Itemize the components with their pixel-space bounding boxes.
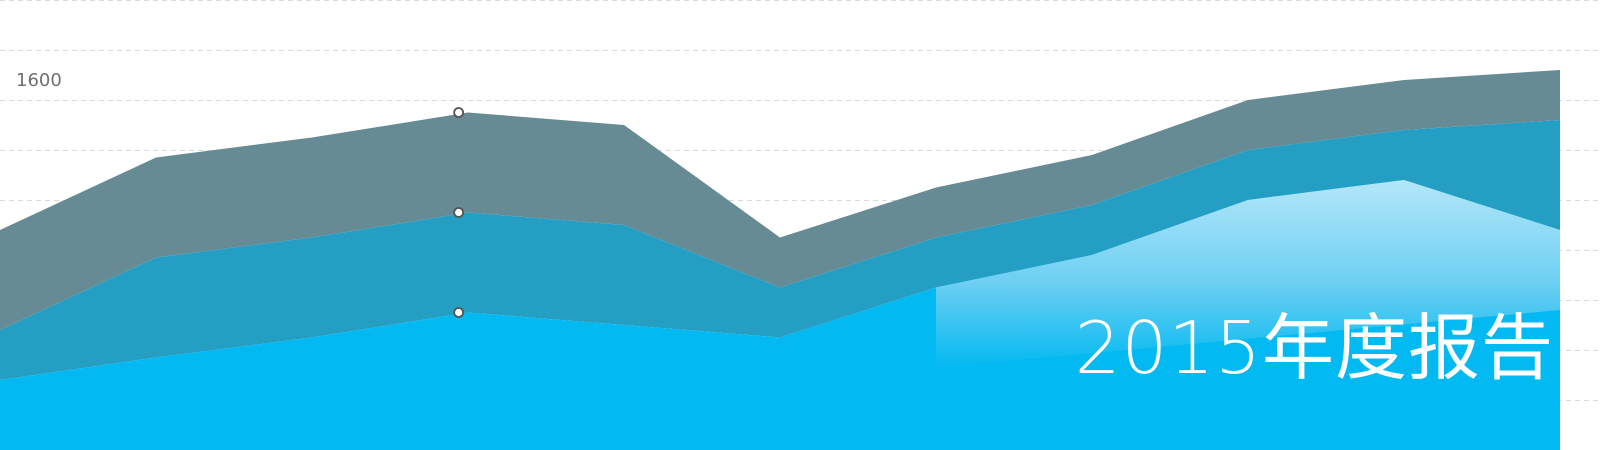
marker-group: [453, 107, 465, 318]
axis-labels: 1600: [16, 70, 62, 91]
area-series-3: [0, 70, 1560, 330]
data-point-marker[interactable]: [453, 107, 465, 118]
y-tick-label: 1600: [16, 70, 62, 91]
report-title: 2015年度报告: [1074, 306, 1554, 390]
data-point-marker[interactable]: [453, 307, 465, 318]
area-highlight: [936, 180, 1560, 368]
data-point-marker[interactable]: [453, 207, 465, 218]
area-series-group: [0, 70, 1560, 450]
area-series-2: [0, 120, 1560, 380]
